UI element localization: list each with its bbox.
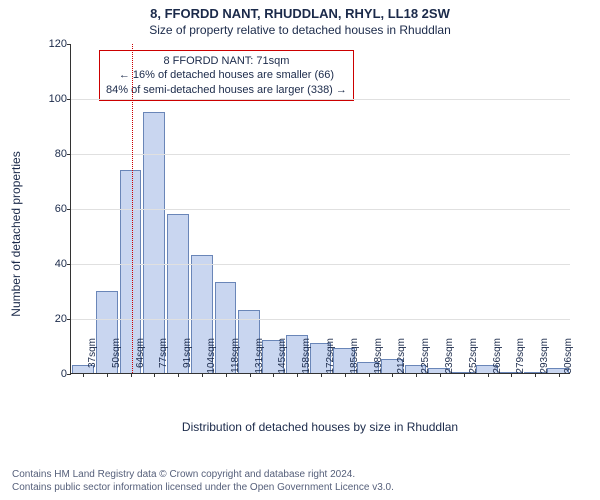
- x-tick-mark: [107, 373, 108, 377]
- histogram-bar: [143, 112, 165, 373]
- x-tick-mark: [440, 373, 441, 377]
- property-marker-line: [132, 44, 133, 373]
- y-tick-mark: [67, 374, 71, 375]
- x-tick-label: 118sqm: [230, 338, 241, 380]
- x-tick-mark: [226, 373, 227, 377]
- x-tick-mark: [178, 373, 179, 377]
- y-tick-label: 20: [43, 313, 67, 325]
- footer-line2: Contains public sector information licen…: [12, 481, 394, 494]
- x-tick-label: 77sqm: [158, 338, 169, 380]
- y-tick-label: 60: [43, 203, 67, 215]
- y-tick-mark: [67, 319, 71, 320]
- histogram-chart: Number of detached properties 8 FFORDD N…: [40, 44, 580, 424]
- annotation-box: 8 FFORDD NANT: 71sqm ← 16% of detached h…: [99, 50, 354, 101]
- x-tick-label: 104sqm: [206, 338, 217, 380]
- x-tick-label: 158sqm: [301, 338, 312, 380]
- x-tick-label: 50sqm: [111, 338, 122, 380]
- x-tick-label: 64sqm: [135, 338, 146, 380]
- x-tick-mark: [392, 373, 393, 377]
- gridline: [71, 154, 570, 155]
- gridline: [71, 209, 570, 210]
- x-tick-mark: [464, 373, 465, 377]
- x-tick-label: 185sqm: [349, 338, 360, 380]
- gridline: [71, 264, 570, 265]
- x-tick-label: 198sqm: [373, 338, 384, 380]
- x-tick-mark: [297, 373, 298, 377]
- y-tick-mark: [67, 154, 71, 155]
- x-tick-mark: [154, 373, 155, 377]
- y-tick-mark: [67, 99, 71, 100]
- footer-line1: Contains HM Land Registry data © Crown c…: [12, 468, 394, 481]
- x-tick-mark: [321, 373, 322, 377]
- x-tick-label: 212sqm: [396, 338, 407, 380]
- annotation-line2: ← 16% of detached houses are smaller (66…: [106, 68, 347, 82]
- x-tick-label: 131sqm: [254, 338, 265, 380]
- y-axis-label: Number of detached properties: [9, 151, 23, 316]
- gridline: [71, 99, 570, 100]
- y-tick-label: 120: [43, 38, 67, 50]
- x-tick-label: 239sqm: [444, 338, 455, 380]
- y-tick-mark: [67, 209, 71, 210]
- gridline: [71, 319, 570, 320]
- x-tick-mark: [559, 373, 560, 377]
- x-tick-mark: [273, 373, 274, 377]
- x-tick-mark: [250, 373, 251, 377]
- address-title: 8, FFORDD NANT, RHUDDLAN, RHYL, LL18 2SW: [0, 0, 600, 21]
- chart-subtitle: Size of property relative to detached ho…: [0, 21, 600, 37]
- annotation-line1: 8 FFORDD NANT: 71sqm: [106, 54, 347, 68]
- x-tick-label: 279sqm: [515, 338, 526, 380]
- annotation-line3: 84% of semi-detached houses are larger (…: [106, 83, 347, 97]
- x-tick-label: 37sqm: [87, 338, 98, 380]
- x-tick-mark: [535, 373, 536, 377]
- x-tick-mark: [488, 373, 489, 377]
- x-tick-label: 172sqm: [325, 338, 336, 380]
- x-tick-mark: [511, 373, 512, 377]
- footer-attribution: Contains HM Land Registry data © Crown c…: [12, 468, 394, 494]
- x-tick-mark: [131, 373, 132, 377]
- x-tick-mark: [202, 373, 203, 377]
- x-tick-label: 293sqm: [539, 338, 550, 380]
- y-tick-label: 40: [43, 258, 67, 270]
- x-tick-label: 266sqm: [492, 338, 503, 380]
- x-tick-mark: [369, 373, 370, 377]
- x-tick-label: 252sqm: [468, 338, 479, 380]
- y-tick-label: 100: [43, 93, 67, 105]
- y-tick-label: 0: [43, 368, 67, 380]
- x-tick-mark: [83, 373, 84, 377]
- y-tick-label: 80: [43, 148, 67, 160]
- x-tick-label: 91sqm: [182, 338, 193, 380]
- plot-area: 8 FFORDD NANT: 71sqm ← 16% of detached h…: [70, 44, 570, 374]
- x-tick-mark: [416, 373, 417, 377]
- y-tick-mark: [67, 44, 71, 45]
- x-tick-label: 145sqm: [277, 338, 288, 380]
- x-tick-label: 225sqm: [420, 338, 431, 380]
- y-tick-mark: [67, 264, 71, 265]
- x-tick-mark: [345, 373, 346, 377]
- x-tick-label: 306sqm: [563, 338, 574, 380]
